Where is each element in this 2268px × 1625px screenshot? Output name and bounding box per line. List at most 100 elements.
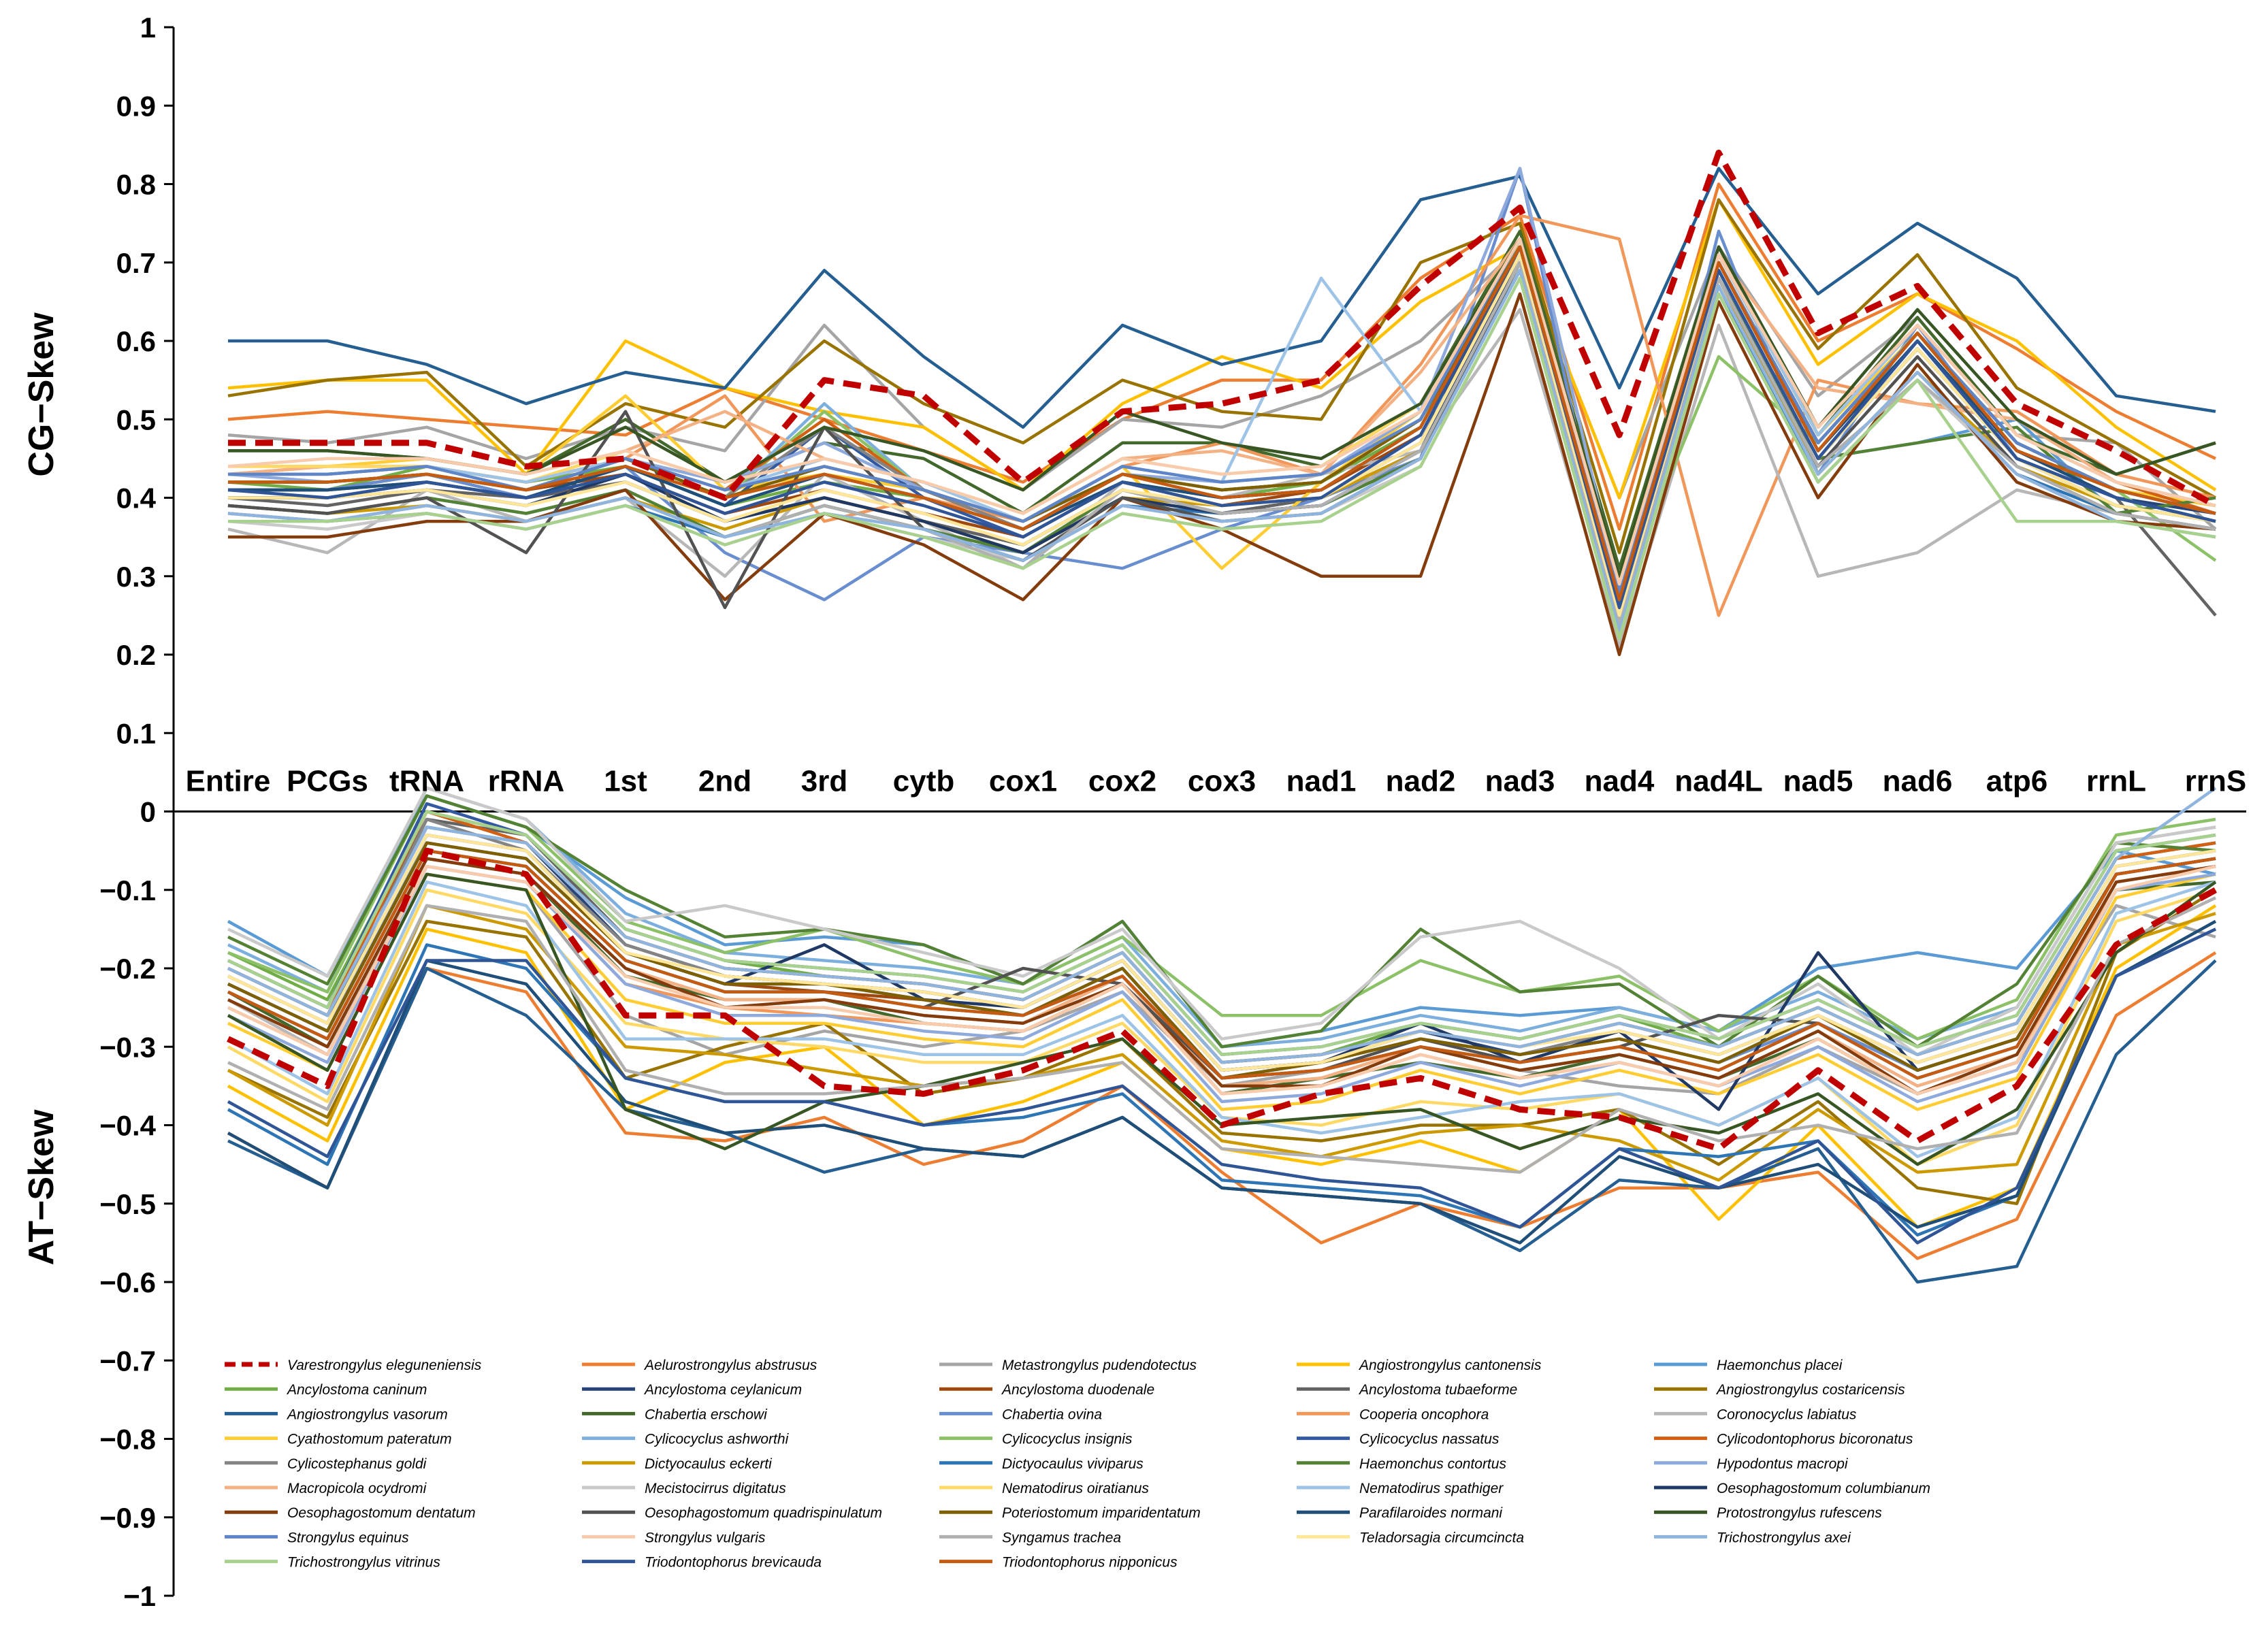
legend-label: Triodontophorus brevicauda xyxy=(645,1555,822,1571)
series-line-cg-23 xyxy=(227,261,2216,617)
legend-label: Oesophagostomum dentatum xyxy=(287,1505,476,1521)
category-label: rrnL xyxy=(2086,765,2146,798)
series-line-cg-11 xyxy=(228,229,2216,570)
series-line-cg-34 xyxy=(228,237,2216,578)
legend-label: Chabertia erschowi xyxy=(645,1407,768,1422)
legend-label: Chabertia ovina xyxy=(1002,1407,1102,1422)
y-tick-label: −0.7 xyxy=(99,1345,156,1377)
series-line-at-17 xyxy=(227,794,2216,1040)
series-line-cg-3 xyxy=(227,198,2217,499)
category-label: nad3 xyxy=(1485,765,1555,798)
series-line-at-0 xyxy=(227,847,2218,1152)
series-line-at-8 xyxy=(227,817,2216,1064)
y-tick-label: −0.6 xyxy=(99,1266,156,1298)
category-label: rRNA xyxy=(488,765,564,798)
series-line-at-36 xyxy=(227,864,2216,1096)
legend-label: Oesophagostomum columbianum xyxy=(1717,1481,1930,1496)
series-line-at-35 xyxy=(227,849,2216,1080)
series-line-at-30 xyxy=(227,857,2216,1096)
series-line-cg-19 xyxy=(228,237,2216,594)
legend-label: Cylicostephanus goldi xyxy=(287,1456,427,1472)
category-label: PCGs xyxy=(287,765,368,798)
legend-label: Macropicola ocydromi xyxy=(287,1481,427,1496)
series-line-cg-42 xyxy=(228,245,2216,602)
series-layer xyxy=(227,149,2218,1284)
legend-label: Cooperia oncophora xyxy=(1359,1407,1489,1422)
legend-label: Poteriostomum imparidentatum xyxy=(1002,1505,1201,1521)
y-tick-label: −1 xyxy=(123,1580,156,1612)
legend-label: Trichostrongylus vitrinus xyxy=(287,1555,440,1571)
series-line-at-11 xyxy=(227,857,2216,1096)
legend-label: Cyathostomum pateratum xyxy=(287,1432,452,1447)
y-tick-label: −0.2 xyxy=(99,953,156,985)
legend-label: Protostrongylus rufescens xyxy=(1717,1505,1882,1521)
legend-label: Dictyocaulus eckerti xyxy=(645,1456,773,1472)
series-line-cg-41 xyxy=(227,245,2216,610)
legend-label: Teladorsagia circumcincta xyxy=(1359,1530,1524,1545)
y-tick-label: −0.4 xyxy=(99,1110,157,1142)
legend-label: Ancylostoma ceylanicum xyxy=(643,1382,802,1398)
series-line-cg-6 xyxy=(228,245,2216,602)
series-line-at-9 xyxy=(227,888,2217,1206)
legend-label: Aelurostrongylus abstrusus xyxy=(643,1358,817,1373)
y-tick-label: −0.5 xyxy=(99,1188,156,1220)
y-tick-label: 0.3 xyxy=(116,561,156,593)
y-tick-label: 0.6 xyxy=(116,325,156,357)
y-tick-label: −0.1 xyxy=(99,874,156,906)
series-line-at-31 xyxy=(227,849,2216,1080)
y-tick-label: 0.7 xyxy=(116,247,156,279)
legend-label: Nematodirus oiratianus xyxy=(1002,1481,1149,1496)
legend-label: Cylicocyclus nassatus xyxy=(1359,1432,1500,1447)
y-axis-title-top: CG−Skew xyxy=(22,312,61,477)
legend: Varestrongylus eleguneniensis Aelurostron… xyxy=(225,1358,1930,1571)
category-label: cox1 xyxy=(989,765,1057,798)
series-line-at-13 xyxy=(227,864,2216,1096)
category-label: nad1 xyxy=(1286,765,1357,798)
legend-label: Varestrongylus eleguneniensis xyxy=(287,1358,482,1373)
legend-label: Nematodirus spathiger xyxy=(1359,1481,1504,1496)
series-line-cg-13 xyxy=(227,214,2216,617)
series-line-at-38 xyxy=(227,833,2216,1072)
category-label: nad6 xyxy=(1883,765,1953,798)
series-line-at-37 xyxy=(227,896,2216,1174)
series-line-cg-4 xyxy=(227,261,2216,617)
series-line-at-1 xyxy=(227,951,2217,1260)
legend-label: Ancylostoma tubaeforme xyxy=(1358,1382,1517,1398)
category-label: nad2 xyxy=(1386,765,1456,798)
series-line-cg-39 xyxy=(227,269,2216,633)
y-tick-label: 0.8 xyxy=(116,169,156,201)
series-line-at-42 xyxy=(227,849,2216,1080)
legend-label: Haemonchus contortus xyxy=(1359,1456,1506,1472)
y-tick-label: −0.9 xyxy=(99,1502,156,1534)
legend-label: Parafilaroides normani xyxy=(1359,1505,1503,1521)
category-label: nad4 xyxy=(1585,765,1655,798)
legend-label: Syngamus trachea xyxy=(1002,1530,1121,1545)
series-line-at-28 xyxy=(227,880,2216,1158)
series-line-at-20 xyxy=(227,817,2216,1072)
category-label: 2nd xyxy=(698,765,751,798)
y-tick-label: 0.2 xyxy=(116,639,156,671)
series-line-cg-8 xyxy=(227,245,2217,617)
legend-label: Angiostrongylus cantonensis xyxy=(1358,1358,1542,1373)
legend-label: Ancylostoma duodenale xyxy=(1001,1382,1154,1398)
label-layer: Entire PCGs tRNA rRNA 1st 2nd 3rd cytb cox1 cox2 c… xyxy=(186,765,2247,798)
category-label: 1st xyxy=(604,765,647,798)
legend-label: Angiostrongylus costaricensis xyxy=(1715,1382,1905,1398)
legend-label: Strongylus equinus xyxy=(287,1530,409,1545)
series-line-at-6 xyxy=(227,825,2216,1072)
legend-label: Hypodontus macropi xyxy=(1717,1456,1849,1472)
series-line-cg-14 xyxy=(227,308,2216,649)
legend-label: Mecistocirrus digitatus xyxy=(645,1481,786,1496)
legend-label: Haemonchus placei xyxy=(1717,1358,1843,1373)
category-label: cytb xyxy=(893,765,954,798)
y-tick-label: 0 xyxy=(140,796,156,828)
series-line-cg-40 xyxy=(228,276,2216,641)
category-label: nad5 xyxy=(1783,765,1853,798)
y-tick-label: 0.1 xyxy=(116,717,156,749)
legend-label: Angiostrongylus vasorum xyxy=(286,1407,448,1422)
y-axis-title-bottom: AT−Skew xyxy=(22,1109,61,1265)
series-line-at-40 xyxy=(227,810,2216,1057)
series-line-at-22 xyxy=(227,928,2216,1237)
category-label: 3rd xyxy=(801,765,847,798)
